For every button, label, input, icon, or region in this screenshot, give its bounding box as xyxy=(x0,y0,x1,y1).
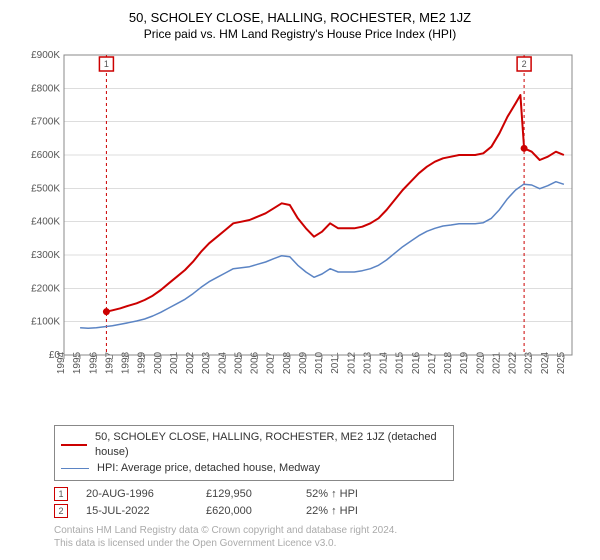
svg-text:£600K: £600K xyxy=(31,150,60,161)
svg-text:1: 1 xyxy=(104,59,109,69)
legend-label-hpi: HPI: Average price, detached house, Medw… xyxy=(97,461,320,476)
transaction-price-2: £620,000 xyxy=(206,505,306,517)
transaction-date-2: 15-JUL-2022 xyxy=(86,505,206,517)
legend-swatch-property xyxy=(61,444,87,446)
transaction-price-1: £129,950 xyxy=(206,488,306,500)
page-subtitle: Price paid vs. HM Land Registry's House … xyxy=(18,27,582,41)
svg-text:£800K: £800K xyxy=(31,83,60,94)
price-chart: £0£100K£200K£300K£400K£500K£600K£700K£80… xyxy=(20,49,580,419)
transaction-marker-2: 2 xyxy=(54,504,68,518)
svg-text:£300K: £300K xyxy=(31,250,60,261)
svg-text:£200K: £200K xyxy=(31,283,60,294)
svg-text:£700K: £700K xyxy=(31,117,60,128)
footer-line-1: Contains HM Land Registry data © Crown c… xyxy=(54,524,582,537)
legend-label-property: 50, SCHOLEY CLOSE, HALLING, ROCHESTER, M… xyxy=(95,430,447,461)
page-title: 50, SCHOLEY CLOSE, HALLING, ROCHESTER, M… xyxy=(18,10,582,25)
transaction-table: 1 20-AUG-1996 £129,950 52% ↑ HPI 2 15-JU… xyxy=(54,487,582,518)
svg-text:£500K: £500K xyxy=(31,183,60,194)
legend: 50, SCHOLEY CLOSE, HALLING, ROCHESTER, M… xyxy=(54,425,454,481)
legend-item-property: 50, SCHOLEY CLOSE, HALLING, ROCHESTER, M… xyxy=(61,430,447,461)
svg-text:2: 2 xyxy=(522,59,527,69)
legend-item-hpi: HPI: Average price, detached house, Medw… xyxy=(61,461,447,476)
transaction-row-1: 1 20-AUG-1996 £129,950 52% ↑ HPI xyxy=(54,487,582,501)
svg-text:£900K: £900K xyxy=(31,50,60,61)
transaction-pct-1: 52% ↑ HPI xyxy=(306,488,426,500)
footer: Contains HM Land Registry data © Crown c… xyxy=(54,524,582,550)
svg-text:£400K: £400K xyxy=(31,217,60,228)
transaction-date-1: 20-AUG-1996 xyxy=(86,488,206,500)
legend-swatch-hpi xyxy=(61,468,89,469)
footer-line-2: This data is licensed under the Open Gov… xyxy=(54,537,582,550)
transaction-marker-1: 1 xyxy=(54,487,68,501)
svg-text:£100K: £100K xyxy=(31,317,60,328)
transaction-pct-2: 22% ↑ HPI xyxy=(306,505,426,517)
transaction-row-2: 2 15-JUL-2022 £620,000 22% ↑ HPI xyxy=(54,504,582,518)
